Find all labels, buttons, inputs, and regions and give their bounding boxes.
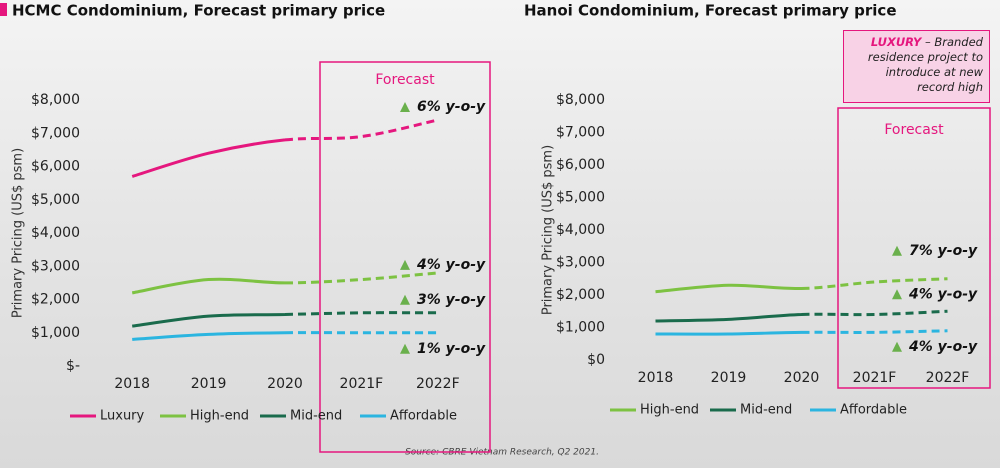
- callout: LUXURY – Branded residence project to in…: [843, 30, 990, 103]
- series-line: [131, 271, 438, 295]
- x-tick-label: 2018: [638, 370, 674, 386]
- callout-highlight: LUXURY: [870, 35, 922, 49]
- legend-label: Luxury: [100, 409, 145, 424]
- series-line: [655, 309, 948, 323]
- series-line: [655, 277, 948, 294]
- growth-label: 6% y-o-y: [417, 99, 486, 115]
- growth-triangle: [892, 341, 902, 352]
- callout-text: – Branded residence project to introduce…: [867, 35, 983, 94]
- y-tick-label: $5,000: [556, 190, 605, 206]
- series-line: [655, 329, 948, 336]
- growth-label: 3% y-o-y: [417, 292, 486, 308]
- forecast-box: [837, 107, 991, 389]
- y-tick-label: $1,000: [31, 325, 80, 341]
- y-tick-label: $4,000: [556, 222, 605, 238]
- legend-label: High-end: [190, 409, 249, 424]
- x-tick-label: 2020: [267, 376, 303, 392]
- y-tick-label: $8,000: [556, 92, 605, 108]
- growth-label: 7% y-o-y: [909, 243, 978, 259]
- series-line: [132, 311, 438, 328]
- growth-label: 4% y-o-y: [908, 286, 978, 302]
- y-tick-label: $5,000: [31, 192, 80, 208]
- y-tick-label: $2,000: [556, 287, 605, 303]
- chart-title: Hanoi Condominium, Forecast primary pric…: [524, 2, 897, 20]
- title-marker: [0, 3, 7, 16]
- y-tick-label: $7,000: [31, 125, 80, 141]
- source: Source: CBRE Vietnam Research, Q2 2021.: [405, 448, 599, 458]
- forecast-label: Forecast: [375, 72, 435, 88]
- y-axis-label: Primary Pricing (US$ psm): [541, 145, 556, 315]
- series-line: [132, 331, 438, 341]
- y-tick-label: $3,000: [31, 258, 80, 274]
- growth-triangle: [400, 343, 410, 354]
- growth-triangle: [400, 259, 410, 270]
- y-tick-label: $7,000: [556, 125, 605, 141]
- y-tick-label: $6,000: [31, 159, 80, 175]
- legend-label: Mid-end: [740, 403, 792, 418]
- x-tick-label: 2020: [784, 370, 820, 386]
- chart-title: HCMC Condominium, Forecast primary price: [12, 2, 385, 20]
- legend-label: High-end: [640, 403, 699, 418]
- growth-label: 4% y-o-y: [908, 339, 978, 355]
- growth-triangle: [892, 245, 902, 256]
- y-tick-label: $1,000: [556, 320, 605, 336]
- y-axis-label: Primary Pricing (US$ psm): [11, 148, 26, 318]
- y-tick-label: $6,000: [556, 157, 605, 173]
- growth-triangle: [400, 294, 410, 305]
- legend-label: Affordable: [390, 409, 457, 424]
- y-tick-label: $8,000: [31, 92, 80, 108]
- y-tick-label: $3,000: [556, 255, 605, 271]
- growth-label: 4% y-o-y: [416, 257, 486, 273]
- x-tick-label: 2018: [114, 376, 150, 392]
- x-tick-label: 2021F: [340, 376, 384, 392]
- series-line: [131, 118, 439, 178]
- y-tick-label: $0: [587, 352, 605, 368]
- growth-triangle: [400, 101, 410, 112]
- x-tick-label: 2021F: [853, 370, 897, 386]
- y-tick-label: $4,000: [31, 225, 80, 241]
- growth-label: 1% y-o-y: [417, 341, 486, 357]
- legend-label: Affordable: [840, 403, 907, 418]
- x-tick-label: 2022F: [416, 376, 460, 392]
- legend-label: Mid-end: [290, 409, 342, 424]
- x-tick-label: 2019: [711, 370, 747, 386]
- forecast-box: [319, 61, 491, 453]
- forecast-label: Forecast: [884, 122, 944, 138]
- x-tick-label: 2022F: [926, 370, 970, 386]
- growth-triangle: [892, 289, 902, 300]
- y-tick-label: $-: [66, 358, 80, 374]
- x-tick-label: 2019: [191, 376, 227, 392]
- y-tick-label: $2,000: [31, 292, 80, 308]
